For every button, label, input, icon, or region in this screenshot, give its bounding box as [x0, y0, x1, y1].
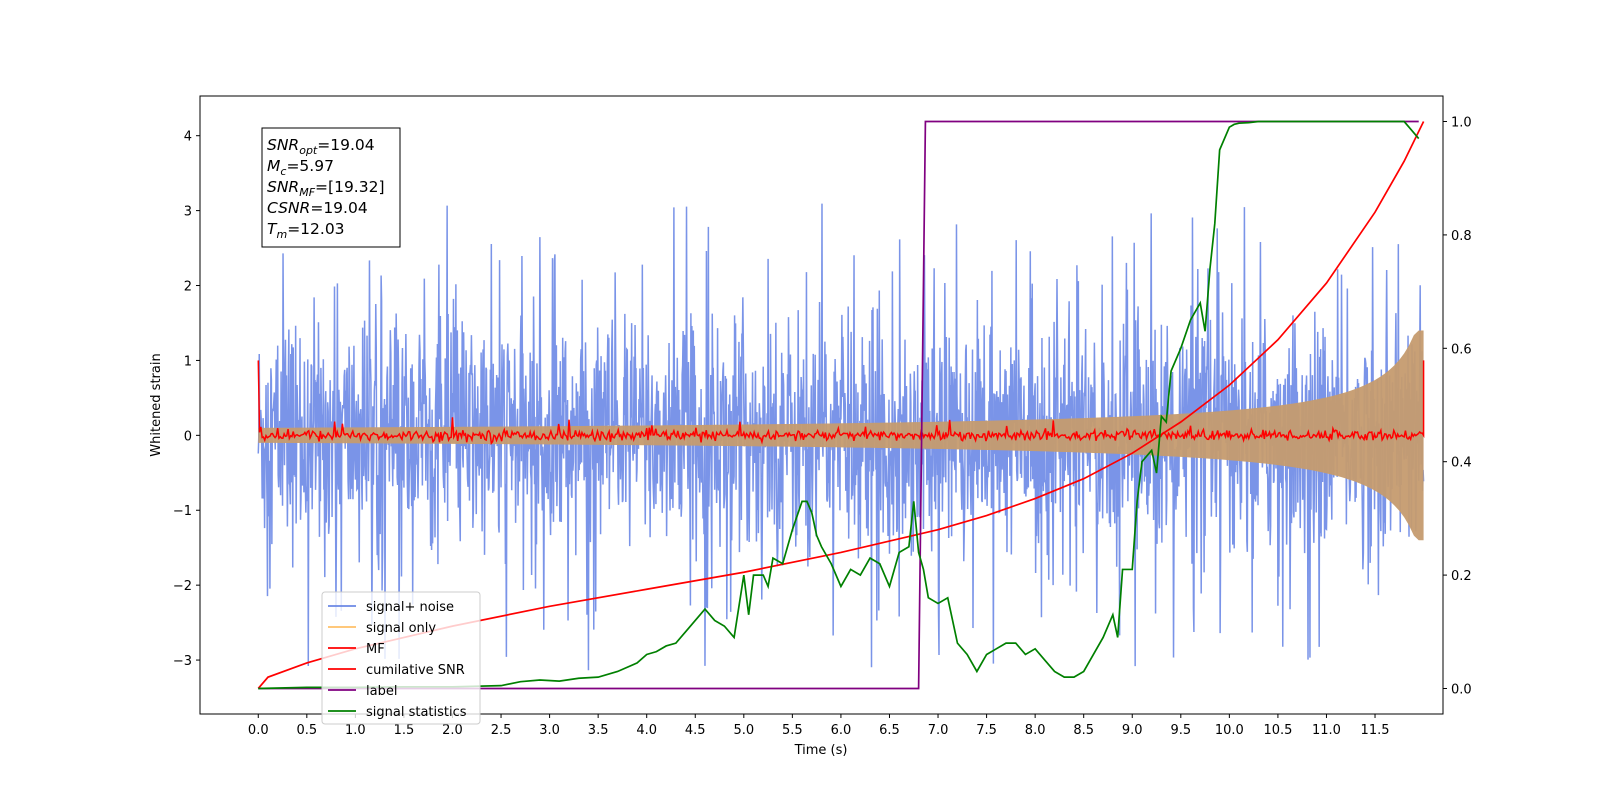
x-tick-label: 4.5	[685, 723, 706, 738]
y2-tick-label: 0.8	[1451, 229, 1472, 244]
x-tick-label: 9.5	[1170, 723, 1191, 738]
legend-frame	[321, 591, 481, 725]
x-tick-label: 8.5	[1073, 723, 1094, 738]
info-box: SNRopt=19.04Mc=5.97SNRMF=[19.32]CSNR=19.…	[261, 127, 401, 248]
y-tick-label: −2	[173, 579, 192, 594]
x-tick-label: 2.0	[442, 723, 463, 738]
legend-label: label	[366, 684, 397, 699]
x-tick-label: 3.0	[539, 723, 560, 738]
x-tick-label: 10.5	[1263, 723, 1292, 738]
x-tick-label: 6.5	[879, 723, 900, 738]
x-tick-label: 2.5	[491, 723, 512, 738]
x-tick-label: 11.5	[1361, 723, 1390, 738]
x-tick-label: 1.5	[394, 723, 415, 738]
x-tick-label: 0.5	[296, 723, 317, 738]
x-axis-label: Time (s)	[794, 743, 848, 758]
x-tick-label: 5.0	[733, 723, 754, 738]
series-mf	[257, 360, 1425, 446]
y2-tick-label: 0.4	[1451, 456, 1472, 471]
y-tick-label: −3	[173, 654, 192, 669]
y-tick-label: 0	[184, 429, 192, 444]
info-line: SNRMF=[19.32]	[267, 178, 385, 199]
info-line: CSNR=19.04	[267, 199, 368, 217]
x-tick-label: 7.0	[928, 723, 949, 738]
legend: signal+ noise signal only MF cumilative SNR…	[321, 591, 481, 725]
info-line: Mc=5.97	[267, 157, 334, 178]
x-tick-label: 1.0	[345, 723, 366, 738]
y-tick-label: 3	[184, 205, 192, 220]
legend-label: signal+ noise	[366, 600, 454, 615]
x-tick-label: 5.5	[782, 723, 803, 738]
x-tick-label: 6.0	[831, 723, 852, 738]
y2-tick-label: 0.6	[1451, 342, 1472, 357]
y-axis-left: −3 −2 −1 0 1 2 3 4	[173, 130, 200, 669]
info-line: Tm=12.03	[267, 220, 345, 241]
axes-frame	[199, 95, 1444, 715]
legend-label: cumilative SNR	[366, 663, 465, 678]
info-line: SNRopt=19.04	[267, 136, 375, 157]
legend-label: signal only	[366, 621, 436, 636]
x-tick-label: 9.0	[1122, 723, 1143, 738]
x-axis: 0.0 0.5 1.0 1.5 2.0 2.5 3.0 3.5 4.0 4.5 5.0 5.5 6.0 6…	[248, 714, 1390, 738]
y2-tick-label: 0.2	[1451, 569, 1472, 584]
y-tick-label: 2	[184, 280, 192, 295]
series-signal-statistics	[258, 120, 1420, 690]
x-tick-label: 10.0	[1215, 723, 1244, 738]
x-tick-label: 8.0	[1025, 723, 1046, 738]
series-label	[258, 120, 1419, 690]
x-tick-label: 3.5	[588, 723, 609, 738]
x-tick-label: 4.0	[636, 723, 657, 738]
x-tick-label: 0.0	[248, 723, 269, 738]
y-axis-right: 0.0 0.2 0.4 0.6 0.8 1.0	[1443, 116, 1472, 697]
legend-label: signal statistics	[366, 705, 467, 720]
info-box-frame	[261, 127, 401, 248]
y2-tick-label: 0.0	[1451, 682, 1472, 697]
y-tick-label: −1	[173, 504, 192, 519]
y-tick-label: 1	[184, 354, 192, 369]
x-tick-label: 11.0	[1312, 723, 1341, 738]
x-tick-label: 7.5	[976, 723, 997, 738]
legend-label: MF	[366, 642, 385, 657]
y2-tick-label: 1.0	[1451, 116, 1472, 131]
y-axis-label: Whitened strain	[149, 353, 164, 456]
y-tick-label: 4	[184, 130, 192, 145]
